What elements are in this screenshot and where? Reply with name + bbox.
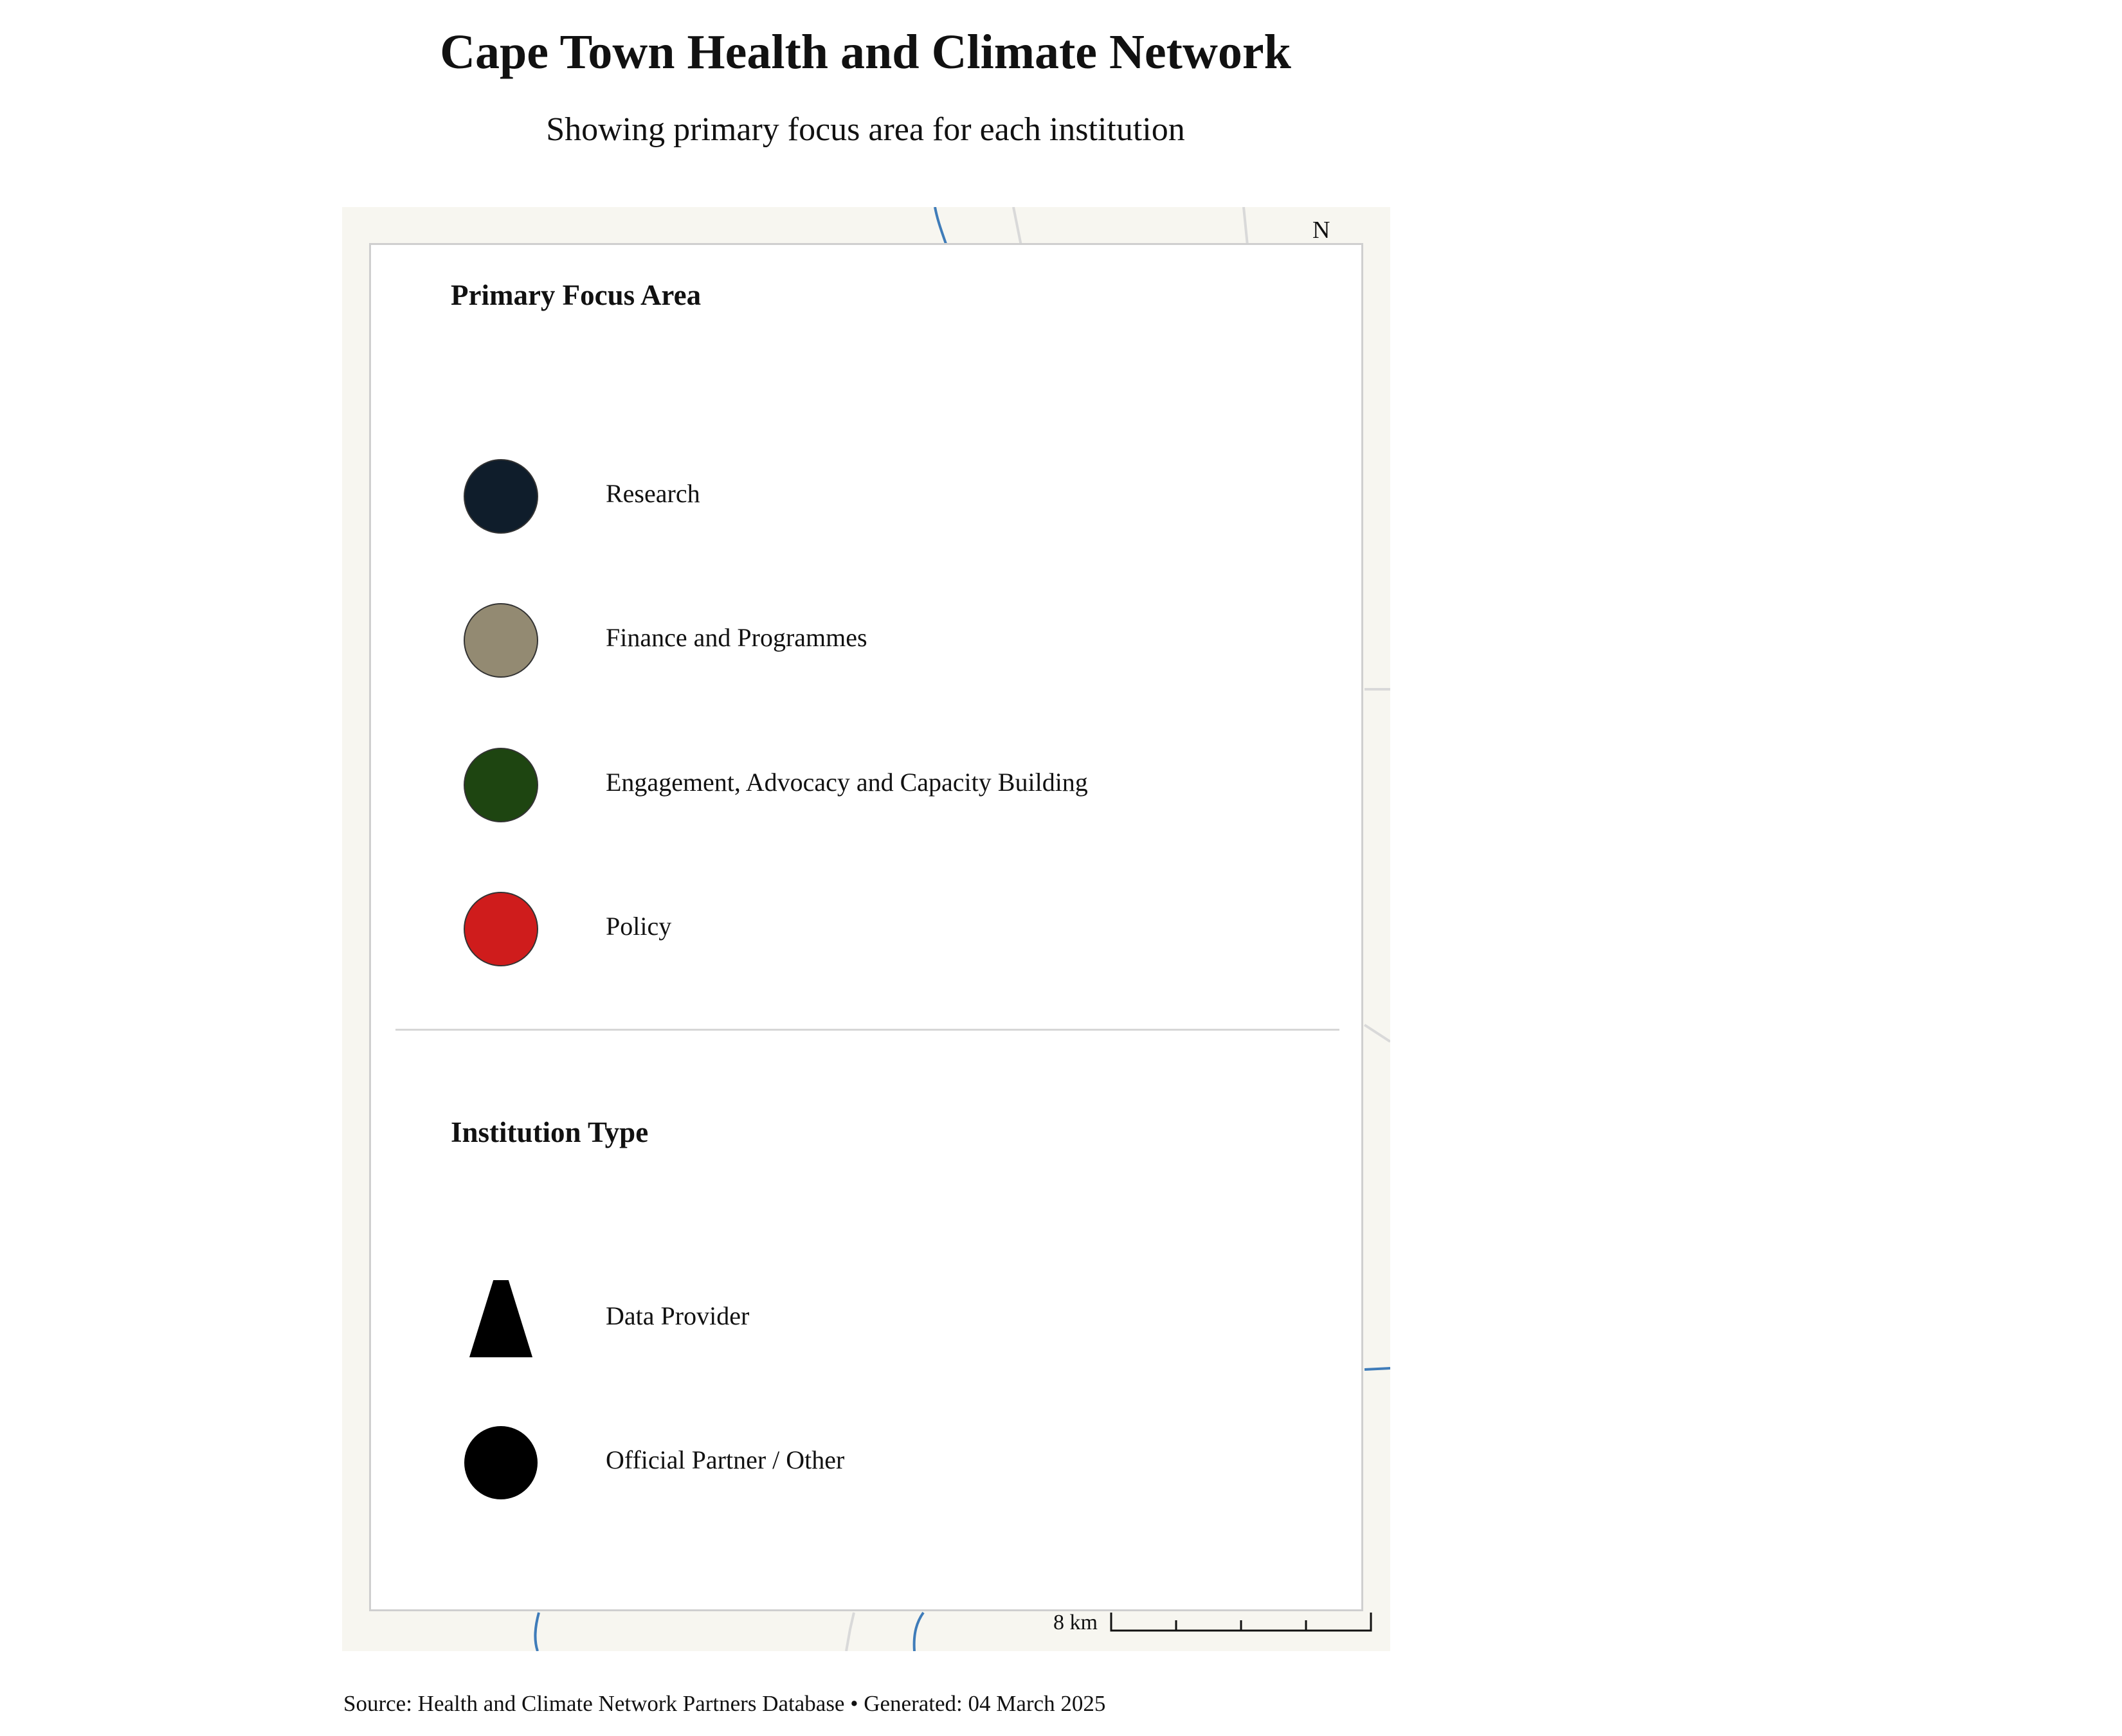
legend-item-data-provider[interactable]: Data Provider <box>371 1280 1336 1357</box>
circle-icon <box>464 748 538 822</box>
road-line <box>845 1612 855 1651</box>
legend-item-finance-and-programmes[interactable]: Finance and Programmes <box>371 602 1336 679</box>
legend-item-label: Research <box>606 479 700 508</box>
map-legend: Primary Focus Area Research Finance and … <box>369 243 1363 1611</box>
triangle-icon <box>469 1280 533 1357</box>
legend-item-research[interactable]: Research <box>371 458 1336 535</box>
basemap <box>534 207 1390 1651</box>
road-line <box>1012 207 1022 246</box>
river-line <box>934 207 948 246</box>
map-subtitle: Showing primary focus area for each inst… <box>546 111 1185 148</box>
legend-heading-focus-area: Primary Focus Area <box>451 279 702 311</box>
legend-item-label: Engagement, Advocacy and Capacity Buildi… <box>606 768 1088 797</box>
legend-item-engagement-advocacy[interactable]: Engagement, Advocacy and Capacity Buildi… <box>371 746 1336 824</box>
river-line <box>534 1612 540 1651</box>
legend-divider <box>395 1029 1339 1031</box>
river-line <box>1364 1367 1390 1371</box>
legend-item-label: Finance and Programmes <box>606 623 867 652</box>
scale-bar-label: 8 km <box>1053 1611 1098 1634</box>
road-line <box>1242 207 1249 246</box>
river-line <box>912 1611 925 1651</box>
legend-item-official-partner[interactable]: Official Partner / Other <box>371 1424 1336 1501</box>
map-title: Cape Town Health and Climate Network <box>440 25 1291 79</box>
circle-icon <box>464 459 538 534</box>
circle-icon <box>464 603 538 678</box>
scale-bar <box>1110 1613 1372 1632</box>
legend-item-label: Policy <box>606 912 672 941</box>
map-panel[interactable]: N 8 km Primary Focus Area Research Finan… <box>342 207 1390 1651</box>
north-arrow-label: N <box>1312 217 1330 244</box>
source-caption: Source: Health and Climate Network Partn… <box>343 1691 1106 1716</box>
legend-item-policy[interactable]: Policy <box>371 891 1336 968</box>
legend-item-label: Data Provider <box>606 1301 750 1330</box>
legend-item-label: Official Partner / Other <box>606 1445 845 1474</box>
circle-icon <box>464 1426 538 1499</box>
circle-icon <box>464 892 538 966</box>
road-line <box>1363 1024 1390 1043</box>
legend-heading-institution-type: Institution Type <box>451 1116 649 1148</box>
